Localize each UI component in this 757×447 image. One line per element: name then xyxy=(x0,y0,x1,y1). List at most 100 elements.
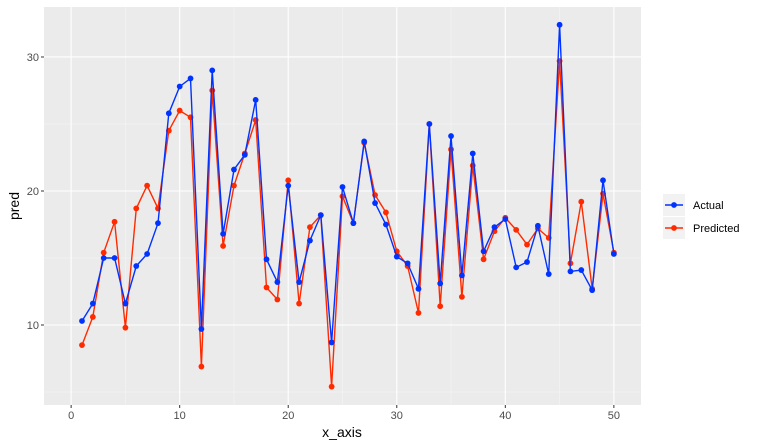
data-point xyxy=(79,342,85,348)
data-point xyxy=(252,96,259,103)
data-point xyxy=(383,209,389,216)
data-point xyxy=(415,310,422,316)
data-point xyxy=(133,263,140,269)
data-point xyxy=(578,198,585,205)
data-point xyxy=(459,272,465,279)
data-point xyxy=(556,21,563,28)
data-point xyxy=(296,300,302,307)
data-point xyxy=(111,255,118,261)
data-point xyxy=(480,256,487,263)
data-point xyxy=(469,150,476,157)
data-point xyxy=(383,221,389,228)
x-tick-label: 0 xyxy=(68,410,74,422)
series-layer xyxy=(79,21,617,390)
data-point xyxy=(274,296,281,303)
data-point xyxy=(133,205,140,212)
data-point xyxy=(534,222,541,229)
data-point xyxy=(328,339,335,346)
data-point xyxy=(567,268,574,275)
y-tick-label: 30 xyxy=(27,52,39,64)
data-point xyxy=(100,255,107,261)
data-point xyxy=(285,182,292,189)
data-point xyxy=(296,279,302,286)
data-point xyxy=(339,184,346,190)
data-point xyxy=(448,133,454,139)
data-point xyxy=(100,249,107,256)
legend-label: Predicted xyxy=(693,223,739,235)
x-tick-label: 20 xyxy=(282,410,294,422)
data-point xyxy=(361,138,368,145)
data-point xyxy=(415,285,422,292)
data-point xyxy=(524,259,530,265)
data-point xyxy=(79,318,85,324)
data-point xyxy=(89,300,96,307)
data-point xyxy=(578,267,585,273)
data-point xyxy=(350,220,357,227)
data-point xyxy=(231,182,237,189)
data-point xyxy=(600,177,606,184)
data-point xyxy=(165,110,172,117)
data-point xyxy=(241,151,248,158)
data-point xyxy=(209,67,216,74)
data-point xyxy=(89,314,96,320)
data-point xyxy=(307,237,313,244)
data-point xyxy=(198,326,205,332)
data-point xyxy=(144,251,151,257)
y-axis-ticks: 10 20 30 xyxy=(27,52,44,332)
data-point xyxy=(187,75,194,82)
data-point xyxy=(111,218,118,225)
data-point xyxy=(513,264,520,271)
data-point xyxy=(155,220,161,227)
data-point xyxy=(437,303,444,310)
data-point xyxy=(448,146,454,153)
legend-marker-icon xyxy=(671,202,677,208)
data-point xyxy=(513,226,520,233)
x-axis-ticks: 0 10 20 30 40 50 xyxy=(68,405,620,422)
data-point xyxy=(220,230,227,237)
data-point xyxy=(307,224,313,231)
data-point xyxy=(480,248,487,255)
data-point xyxy=(372,200,378,206)
data-point xyxy=(589,287,596,294)
y-axis-title: pred xyxy=(6,192,22,220)
data-point xyxy=(285,177,292,184)
data-point xyxy=(545,271,552,277)
data-point xyxy=(122,324,129,331)
legend: Actual Predicted xyxy=(663,194,739,239)
data-point xyxy=(491,224,498,231)
data-point xyxy=(610,251,617,257)
data-point xyxy=(393,253,400,260)
data-point xyxy=(404,260,411,267)
data-point xyxy=(437,280,444,287)
legend-item-actual: Actual xyxy=(663,194,724,216)
x-tick-label: 30 xyxy=(391,410,403,422)
y-tick-label: 20 xyxy=(27,186,39,198)
legend-label: Actual xyxy=(693,200,724,212)
data-point xyxy=(263,284,270,291)
legend-item-predicted: Predicted xyxy=(663,217,739,239)
data-point xyxy=(231,166,237,173)
data-point xyxy=(502,216,509,223)
data-point xyxy=(274,279,281,286)
data-point xyxy=(317,212,324,219)
data-point xyxy=(426,121,433,127)
data-point xyxy=(524,241,530,248)
x-tick-label: 50 xyxy=(608,410,620,422)
y-tick-label: 10 xyxy=(27,320,39,332)
data-point xyxy=(176,107,183,114)
x-tick-label: 40 xyxy=(499,410,511,422)
data-point xyxy=(459,293,465,300)
x-tick-label: 10 xyxy=(174,410,186,422)
data-point xyxy=(176,83,183,90)
data-point xyxy=(263,256,270,263)
x-axis-title: x_axis xyxy=(322,424,362,440)
data-point xyxy=(220,243,227,249)
data-point xyxy=(122,300,129,307)
legend-marker-icon xyxy=(671,225,677,231)
data-point xyxy=(144,182,151,189)
data-point xyxy=(198,363,205,370)
series-actual xyxy=(79,21,617,346)
data-point xyxy=(328,383,335,390)
major-gridlines xyxy=(44,7,641,405)
